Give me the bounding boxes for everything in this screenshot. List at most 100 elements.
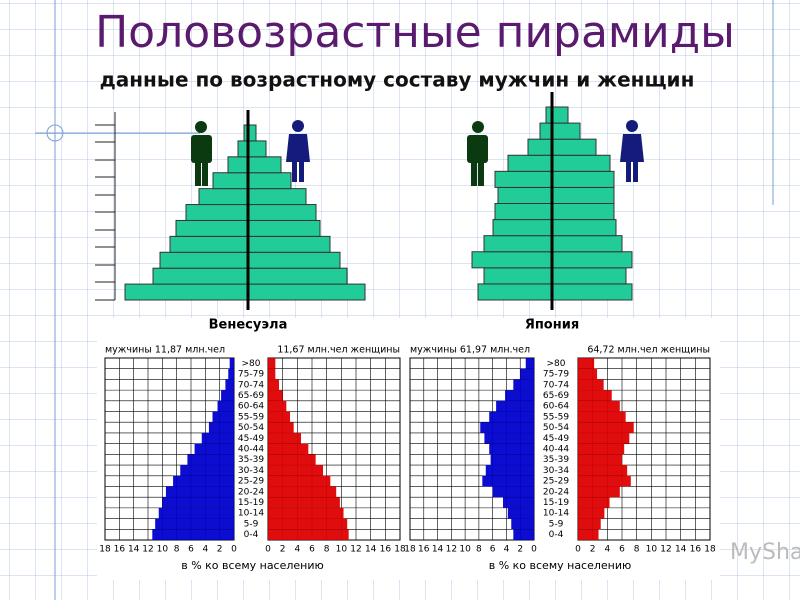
category-label: 15-19 — [238, 498, 264, 508]
ruler — [95, 112, 116, 301]
x-tick-label: 18 — [704, 545, 716, 555]
x-tick-label: 0 — [231, 545, 237, 555]
x-tick-label: 2 — [217, 545, 223, 555]
bar — [471, 251, 553, 269]
category-label: 10-14 — [238, 509, 264, 519]
bar — [155, 518, 234, 530]
bar — [551, 267, 627, 285]
bar — [578, 400, 620, 412]
x-tick-label: 12 — [142, 545, 153, 555]
x-tick-label: 0 — [265, 545, 271, 555]
category-label: 40-44 — [543, 445, 569, 455]
bar — [551, 170, 615, 188]
bar — [247, 251, 341, 269]
category-label: 45-49 — [238, 434, 264, 444]
category-label: 35-39 — [543, 455, 569, 465]
bar — [578, 390, 612, 401]
x-tick-label: 14 — [365, 545, 377, 555]
category-label: 70-74 — [238, 380, 264, 390]
bar — [201, 432, 234, 444]
bar — [180, 465, 234, 476]
category-label: 45-49 — [543, 434, 569, 444]
bar — [175, 219, 249, 237]
bar — [578, 475, 631, 487]
bar — [221, 390, 234, 401]
bar — [185, 204, 249, 221]
x-tick-label: 16 — [418, 545, 430, 555]
bar — [551, 203, 615, 221]
x-tick-label: 8 — [634, 545, 640, 555]
bar — [578, 507, 605, 519]
x-tick-label: 14 — [675, 545, 687, 555]
bar — [268, 475, 331, 487]
x-axis-label: в % ко всему населению — [489, 559, 632, 572]
x-tick-label: 4 — [294, 545, 300, 555]
bar — [247, 172, 292, 190]
x-tick-label: 6 — [490, 545, 496, 555]
bar — [268, 529, 349, 540]
bar — [507, 154, 553, 172]
legend-label: 11,67 млн.чел женщины — [277, 345, 400, 356]
bar — [477, 283, 553, 301]
bar — [551, 154, 611, 172]
bar — [152, 267, 249, 285]
x-tick-label: 2 — [590, 545, 596, 555]
category-label: >80 — [242, 359, 261, 369]
bar — [159, 251, 249, 269]
x-tick-label: 18 — [404, 545, 416, 555]
category-label: 5-9 — [244, 519, 259, 529]
bar — [208, 422, 234, 433]
bar — [551, 235, 623, 253]
bar — [551, 283, 633, 301]
bar — [507, 507, 534, 519]
bar — [551, 219, 617, 237]
bar — [578, 422, 634, 433]
category-label: 60-64 — [543, 402, 569, 412]
category-label: 60-64 — [238, 402, 264, 412]
x-tick-label: 2 — [517, 545, 523, 555]
bar — [494, 170, 553, 188]
bar — [578, 432, 630, 444]
category-label: 20-24 — [238, 487, 264, 497]
bar — [489, 411, 534, 423]
bar — [268, 518, 348, 530]
bar — [551, 122, 581, 140]
bar — [480, 422, 534, 433]
bar — [578, 529, 599, 540]
category-label: 70-74 — [543, 380, 569, 390]
bar — [268, 379, 279, 391]
x-tick-label: 6 — [188, 545, 194, 555]
x-tick-label: 8 — [174, 545, 180, 555]
x-tick-label: 8 — [476, 545, 482, 555]
bar — [247, 283, 366, 301]
bar — [268, 422, 294, 433]
bar — [247, 140, 267, 158]
bar — [229, 358, 234, 369]
bar — [578, 379, 604, 391]
caption: Венесуэла — [209, 318, 288, 333]
x-tick-label: 4 — [504, 545, 510, 555]
bar — [247, 267, 348, 285]
category-label: 50-54 — [543, 423, 569, 433]
category-label: 75-79 — [543, 370, 569, 380]
category-label: 65-69 — [238, 391, 264, 401]
bar — [492, 486, 534, 498]
bar — [482, 475, 534, 487]
watermark: MyShared — [730, 540, 800, 565]
bar — [165, 486, 234, 498]
x-tick-label: 16 — [114, 545, 126, 555]
bar — [268, 358, 276, 369]
category-label: 55-59 — [238, 412, 264, 422]
x-tick-label: 12 — [446, 545, 457, 555]
bar — [578, 465, 628, 476]
bar — [489, 443, 534, 455]
caption: Япония — [525, 318, 579, 333]
category-label: 40-44 — [238, 445, 264, 455]
category-label: 15-19 — [543, 498, 569, 508]
x-tick-label: 10 — [336, 545, 348, 555]
category-label: 25-29 — [238, 477, 264, 487]
x-tick-label: 16 — [380, 545, 392, 555]
bar — [551, 106, 569, 124]
